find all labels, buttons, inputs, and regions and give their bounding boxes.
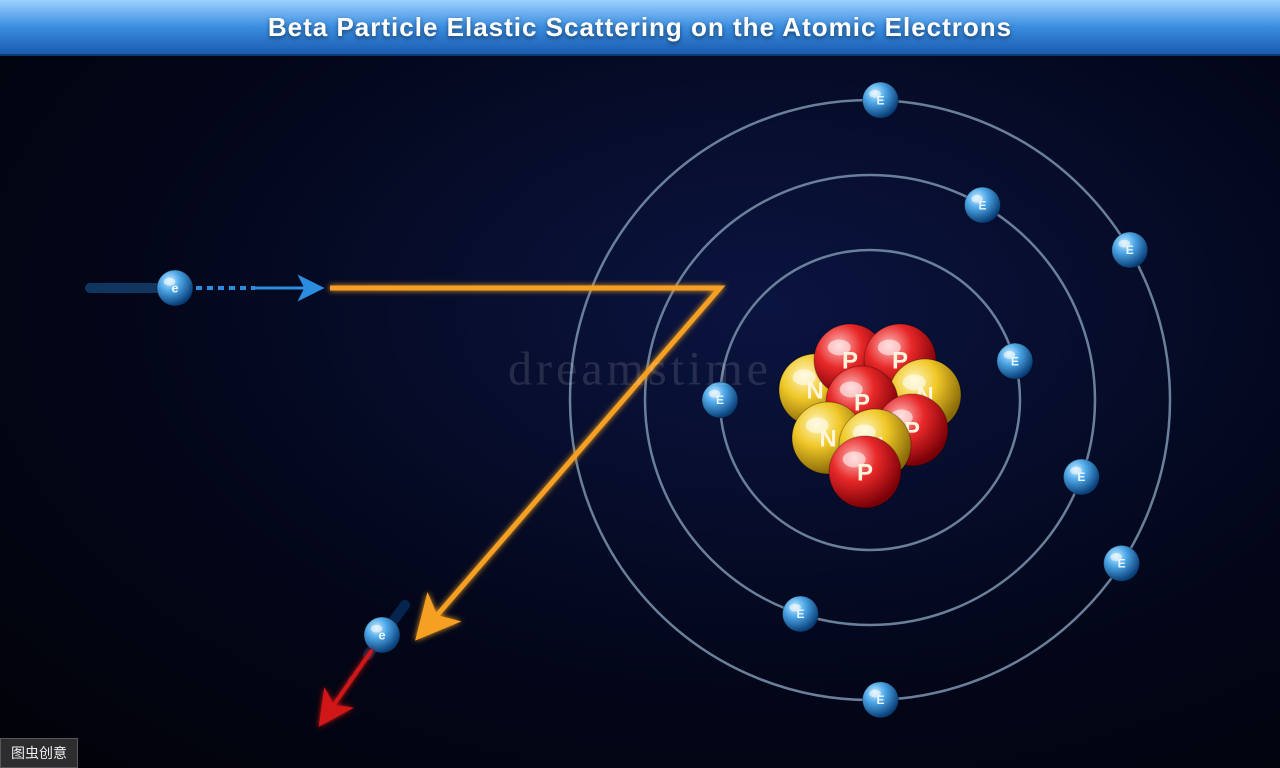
orbital-electron-8: E (997, 343, 1033, 379)
proton-8: P (829, 436, 901, 508)
title-bar: Beta Particle Elastic Scattering on the … (0, 0, 1280, 56)
svg-text:E: E (1118, 557, 1126, 571)
svg-text:E: E (876, 693, 884, 707)
orbital-electron-0: E (862, 82, 898, 118)
diagram-title: Beta Particle Elastic Scattering on the … (268, 12, 1012, 43)
scatter-trajectory (330, 288, 720, 635)
svg-text:E: E (876, 93, 884, 107)
incoming-beta-electron: e (157, 270, 193, 306)
svg-text:E: E (796, 607, 804, 621)
nucleus: NPPNPNPNP (779, 324, 961, 508)
diagram-svg: NPPNPNPNP EEEEEEEEE ee (0, 0, 1280, 768)
svg-text:E: E (716, 393, 724, 407)
scattered-beta-electron: e (364, 617, 400, 653)
svg-text:E: E (1077, 470, 1085, 484)
svg-text:E: E (978, 198, 986, 212)
svg-text:e: e (171, 281, 178, 296)
scattering-path (330, 288, 720, 635)
svg-text:N: N (819, 425, 836, 452)
orbital-electron-1: E (1112, 232, 1148, 268)
svg-text:E: E (1011, 354, 1019, 368)
diagram-stage: NPPNPNPNP EEEEEEEEE ee Beta Particle Ela… (0, 0, 1280, 768)
svg-text:P: P (857, 459, 873, 486)
svg-text:e: e (378, 628, 385, 643)
orbital-electron-2: E (1104, 545, 1140, 581)
orbital-electron-3: E (862, 682, 898, 718)
corner-attribution: 图虫创意 (0, 738, 78, 768)
orbital-electron-6: E (782, 596, 818, 632)
orbital-electron-5: E (1063, 459, 1099, 495)
orbital-electron-7: E (702, 382, 738, 418)
scattered-arrow (322, 650, 372, 722)
svg-text:E: E (1126, 243, 1134, 257)
beta-particle-path: ee (90, 270, 405, 722)
orbital-electron-4: E (965, 187, 1001, 223)
